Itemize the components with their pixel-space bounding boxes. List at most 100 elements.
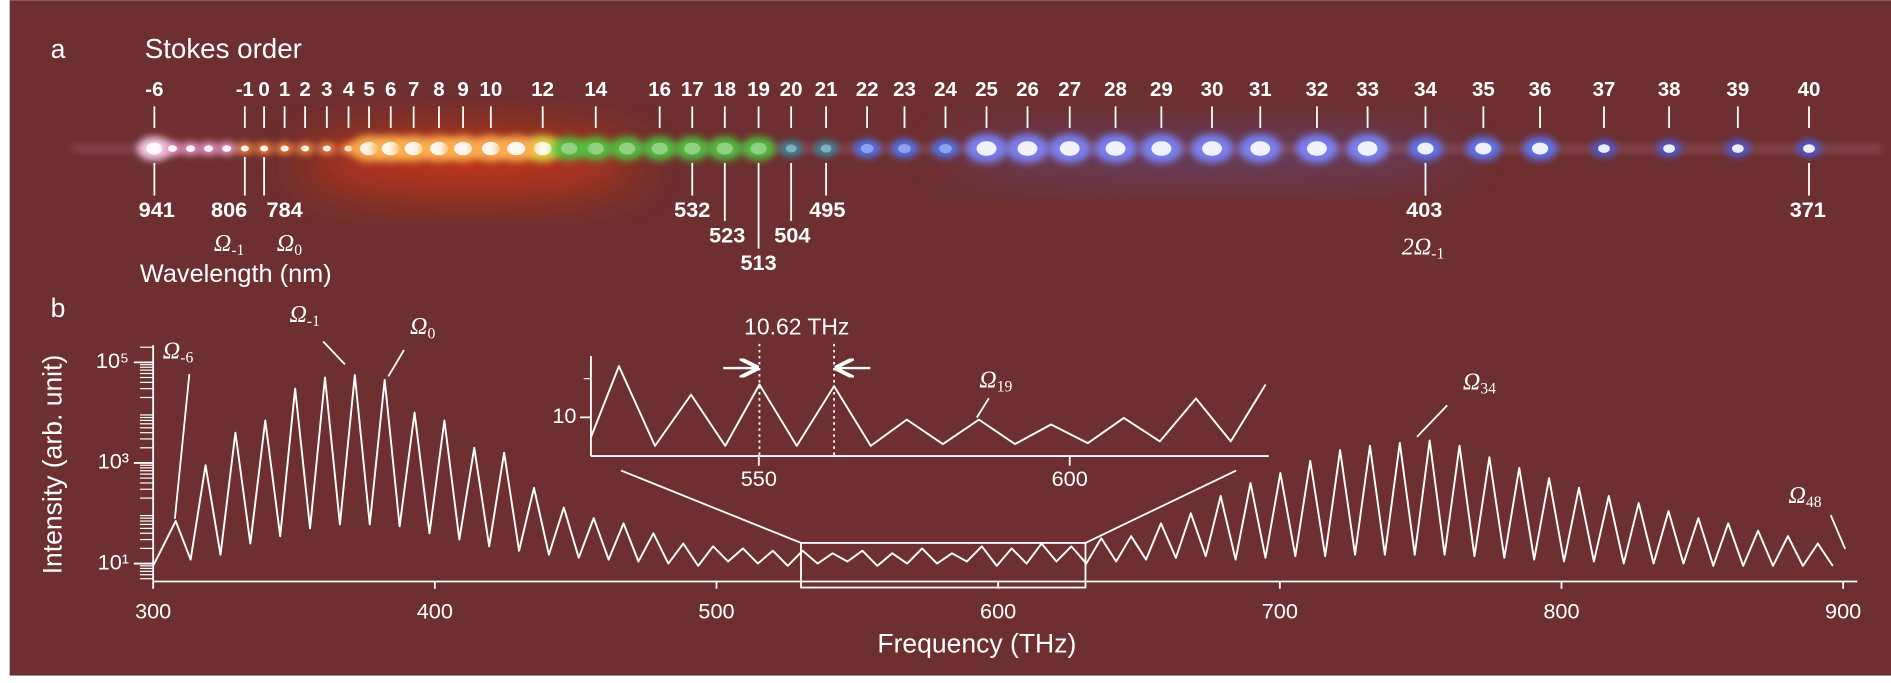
x-tick-label: 550 (741, 466, 777, 491)
spot-core (860, 143, 874, 154)
omega-symbol: Ω (1463, 369, 1480, 395)
spot-glow (609, 136, 645, 161)
x-axis-title: Frequency (THz) (877, 628, 1076, 658)
spot-core (167, 145, 177, 152)
omega-subscript: -1 (307, 313, 320, 330)
spot-core (618, 142, 636, 155)
axis-title: Wavelength (nm) (140, 260, 332, 288)
stokes-order: 16 (648, 78, 671, 101)
omega-symbol: 2Ω (1402, 234, 1432, 260)
spot-core (186, 145, 196, 152)
stokes-order: 6 (385, 78, 396, 101)
stokes-order: 5 (363, 78, 374, 101)
stokes-order: 31 (1249, 78, 1272, 101)
spot-core (204, 145, 214, 152)
spot-glow (674, 136, 710, 161)
wavelength-label: 806 (211, 197, 247, 222)
spot-core (1151, 141, 1172, 156)
stokes-order: 9 (457, 78, 468, 101)
omega-label: Ω-1 (289, 302, 319, 330)
x-tick-label: 500 (698, 599, 734, 624)
annotation-line (387, 349, 405, 377)
stokes-order: 37 (1593, 78, 1616, 101)
spot-glow (741, 136, 776, 161)
spacing-label: 10.62 THz (744, 313, 849, 339)
panel-label: b (51, 293, 66, 323)
stokes-order: 17 (681, 78, 704, 101)
spot-core (750, 142, 767, 155)
wavelength-label: 532 (674, 197, 710, 222)
spot-core (1803, 144, 1815, 153)
stokes-order: 4 (343, 78, 355, 101)
wavelength-label: 504 (774, 222, 810, 247)
annotation-line (1416, 404, 1448, 438)
spot-core (1059, 141, 1080, 156)
spectrum-photo (72, 131, 1882, 195)
wavelength-label: 513 (740, 250, 776, 275)
spot-core (1731, 144, 1744, 153)
spot-core (1663, 144, 1675, 153)
spot-glow (853, 139, 881, 158)
omega-subscript: 19 (997, 378, 1013, 395)
omega-symbol: Ω (979, 367, 996, 393)
spot-core (301, 145, 310, 152)
spot-core (1598, 144, 1610, 153)
stokes-order: -1 (236, 78, 254, 101)
stokes-order: 12 (531, 78, 554, 101)
zoom-connector (1085, 469, 1237, 544)
stokes-order: 30 (1201, 78, 1224, 101)
omega-symbol: Ω (214, 231, 231, 257)
spot-core (1357, 141, 1378, 156)
stokes-order: 22 (856, 78, 879, 101)
omega-subscript: -1 (231, 242, 244, 259)
spot-core (260, 145, 269, 152)
stokes-order: 36 (1529, 78, 1552, 101)
wavelength-label: 371 (1790, 197, 1826, 222)
spot-core (1475, 142, 1492, 155)
spot-glow (890, 139, 919, 158)
stokes-order: 32 (1306, 78, 1329, 101)
stokes-order: 34 (1414, 78, 1437, 101)
spot-core (481, 141, 500, 156)
stokes-order: 14 (584, 78, 607, 101)
omega-label: Ω48 (1788, 483, 1821, 511)
spectrum-line (152, 374, 1834, 567)
stokes-order: -6 (145, 78, 163, 101)
stokes-order: 3 (321, 78, 332, 101)
stokes-order: 40 (1798, 78, 1821, 101)
spot-core (507, 141, 526, 156)
x-tick-label: 400 (417, 599, 453, 624)
stokes-order: 27 (1058, 78, 1081, 101)
spot-core (561, 142, 578, 155)
omega-label: Ω34 (1463, 369, 1496, 397)
omega-symbol: Ω (163, 338, 180, 364)
omega-subscript: -6 (180, 349, 193, 366)
spot-core (684, 142, 701, 155)
spot-core (404, 141, 423, 156)
spot-core (587, 142, 604, 155)
x-tick-label: 600 (980, 599, 1016, 624)
stokes-order: 20 (780, 78, 803, 101)
stokes-order: 7 (408, 78, 419, 101)
x-tick-label: 600 (1052, 466, 1088, 491)
omega-label: Ω0 (410, 314, 435, 342)
stokes-order: 8 (433, 78, 444, 101)
stokes-order: 0 (258, 78, 269, 101)
stokes-order: 1 (279, 78, 290, 101)
spot-core (785, 144, 797, 153)
stokes-order: 26 (1016, 78, 1039, 101)
spot-glow (931, 139, 960, 158)
omega-subscript: 0 (294, 242, 302, 259)
spot-core (1105, 141, 1126, 156)
stokes-order: 39 (1726, 78, 1749, 101)
annotation-line (173, 373, 191, 519)
spot-core (429, 141, 449, 156)
spot-core (322, 145, 331, 152)
spectrum-line (590, 365, 1267, 447)
omega-symbol: Ω (410, 314, 427, 340)
spot-core (146, 142, 163, 155)
spot-core (976, 141, 997, 156)
wavelength-label: 495 (809, 197, 845, 222)
omega-subscript: 34 (1480, 380, 1496, 397)
